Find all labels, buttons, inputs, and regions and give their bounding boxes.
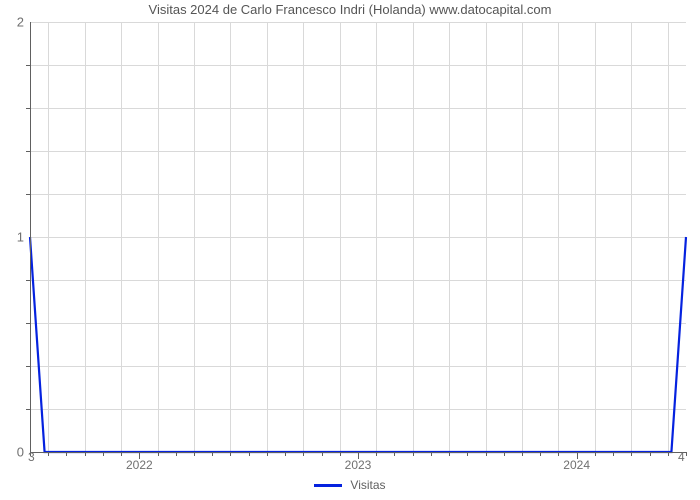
x-secondary-right-label: 4: [678, 450, 685, 464]
x-secondary-left-label: 3: [28, 450, 35, 464]
legend: Visitas: [0, 478, 700, 492]
chart-title: Visitas 2024 de Carlo Francesco Indri (H…: [0, 2, 700, 17]
y-tick-label: 1: [17, 230, 30, 245]
legend-label: Visitas: [350, 478, 385, 492]
series-line: [30, 237, 686, 452]
x-tick-minor: [686, 452, 687, 456]
x-tick-label: 2022: [126, 452, 153, 472]
y-axis-line: [30, 22, 31, 452]
x-tick-label: 2024: [563, 452, 590, 472]
plot-area: 012 202220232024 3 4: [30, 22, 686, 452]
x-axis-line: [30, 452, 686, 453]
legend-swatch: [314, 484, 342, 487]
line-series: [30, 22, 686, 452]
x-tick-label: 2023: [345, 452, 372, 472]
y-tick-label: 2: [17, 15, 30, 30]
